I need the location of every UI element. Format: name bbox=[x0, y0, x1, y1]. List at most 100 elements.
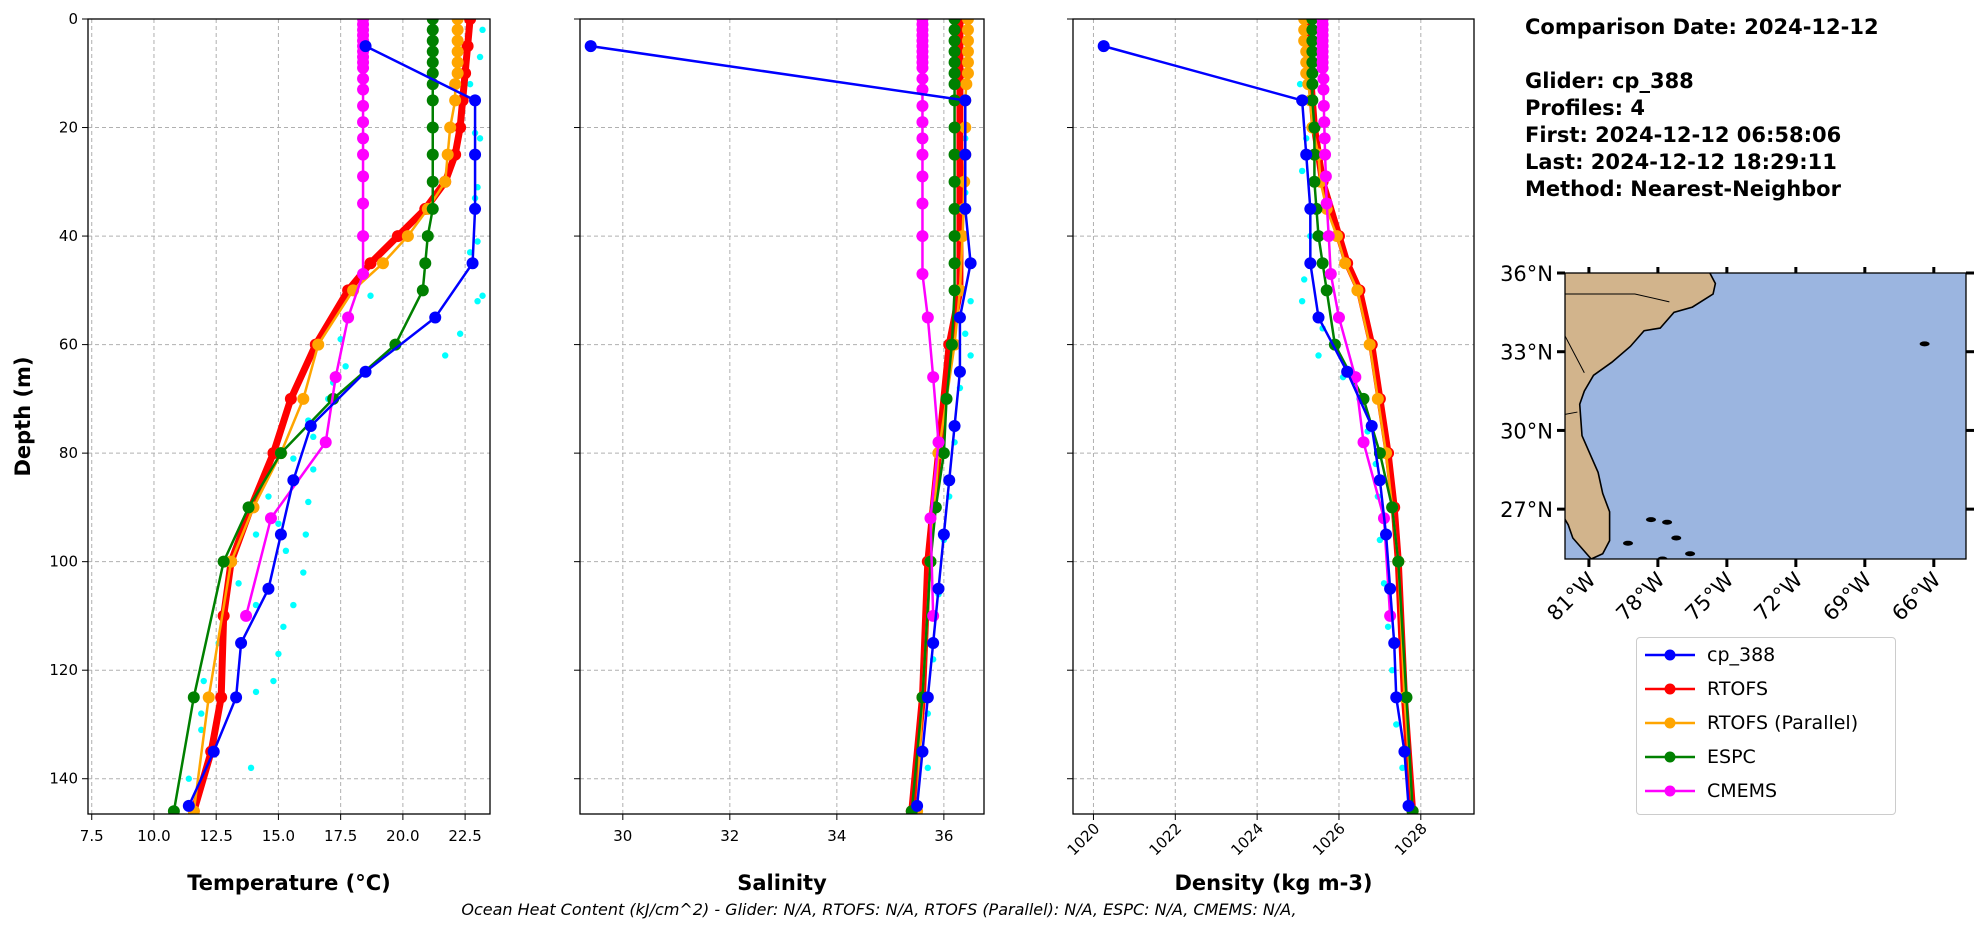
data-point bbox=[1320, 197, 1333, 210]
ohc-footer: Ocean Heat Content (kJ/cm^2) - Glider: N… bbox=[461, 900, 1297, 919]
data-point bbox=[1320, 284, 1333, 297]
data-point bbox=[262, 582, 275, 595]
data-point bbox=[426, 45, 439, 58]
raw-glider-point bbox=[290, 455, 297, 462]
data-point bbox=[1300, 148, 1313, 161]
legend-label: cp_388 bbox=[1707, 644, 1776, 666]
state-border bbox=[1565, 293, 1670, 303]
data-point bbox=[961, 45, 974, 58]
raw-glider-point bbox=[474, 238, 481, 245]
data-point bbox=[391, 230, 404, 243]
data-point bbox=[426, 202, 439, 215]
legend-label: RTOFS bbox=[1707, 678, 1769, 700]
island bbox=[1662, 519, 1673, 525]
data-point bbox=[1306, 67, 1319, 80]
data-point bbox=[287, 474, 300, 487]
legend-label: ESPC bbox=[1707, 746, 1756, 768]
panel-1: 30 32 34 36 Salinity bbox=[574, 18, 985, 895]
data-point bbox=[916, 170, 929, 183]
legend-marker bbox=[1645, 785, 1695, 797]
data-point bbox=[449, 94, 462, 107]
data-point bbox=[426, 121, 439, 134]
data-point bbox=[1308, 121, 1321, 134]
x-tick-label: 12.5 bbox=[199, 827, 232, 845]
data-point bbox=[451, 67, 464, 80]
data-point bbox=[937, 528, 950, 541]
raw-glider-point bbox=[1315, 352, 1322, 359]
data-point bbox=[454, 121, 467, 134]
data-point bbox=[961, 67, 974, 80]
data-point bbox=[441, 148, 454, 161]
series-line-cp-388 bbox=[1103, 44, 1410, 806]
raw-glider-point bbox=[275, 650, 282, 658]
x-tick-label: 15.0 bbox=[262, 827, 295, 845]
state-border bbox=[1565, 334, 1585, 373]
data-point bbox=[426, 34, 439, 47]
raw-glider-point bbox=[200, 677, 207, 685]
data-point bbox=[584, 40, 597, 53]
data-point bbox=[312, 338, 325, 351]
data-point bbox=[927, 371, 940, 384]
data-point bbox=[916, 230, 929, 243]
data-point bbox=[319, 436, 332, 449]
y-tick-label: 40 bbox=[59, 227, 78, 245]
data-point bbox=[948, 284, 961, 297]
lat-tick-label: 30°N bbox=[1500, 419, 1553, 443]
data-point bbox=[1341, 365, 1354, 378]
data-point bbox=[1384, 609, 1397, 622]
data-point bbox=[959, 202, 972, 215]
x-tick-label: 1024 bbox=[1227, 820, 1267, 860]
data-point bbox=[1306, 56, 1319, 69]
data-point bbox=[202, 691, 215, 704]
data-point bbox=[948, 45, 961, 58]
data-point bbox=[1386, 501, 1399, 514]
series-group bbox=[167, 19, 486, 814]
island bbox=[1671, 535, 1682, 541]
data-point bbox=[1373, 474, 1386, 487]
raw-glider-point bbox=[198, 726, 205, 734]
raw-glider-point bbox=[466, 249, 474, 256]
raw-glider-point bbox=[235, 580, 242, 587]
data-point bbox=[948, 257, 961, 270]
x-tick-label: 34 bbox=[827, 827, 846, 845]
data-point bbox=[357, 99, 370, 112]
island bbox=[1692, 564, 1702, 569]
data-point bbox=[953, 365, 966, 378]
data-point bbox=[948, 121, 961, 134]
data-point bbox=[235, 637, 248, 650]
data-point bbox=[948, 148, 961, 161]
raw-glider-point bbox=[1393, 721, 1400, 728]
data-point bbox=[948, 419, 961, 432]
data-point bbox=[376, 257, 389, 270]
raw-glider-point bbox=[924, 764, 932, 772]
raw-glider-point bbox=[1296, 80, 1304, 88]
data-point bbox=[439, 175, 452, 188]
raw-glider-point bbox=[1298, 167, 1306, 175]
data-point bbox=[1306, 94, 1319, 107]
data-point bbox=[1339, 257, 1352, 270]
series-line-cmems bbox=[1321, 19, 1392, 617]
data-point bbox=[1312, 311, 1325, 324]
legend-item-espc: ESPC bbox=[1637, 740, 1895, 774]
data-point bbox=[961, 23, 974, 36]
data-point bbox=[357, 268, 370, 281]
raw-glider-point bbox=[466, 80, 474, 88]
data-point bbox=[449, 78, 462, 91]
data-point bbox=[916, 61, 929, 74]
data-point bbox=[948, 19, 961, 25]
data-point bbox=[1390, 691, 1403, 704]
data-point bbox=[1332, 311, 1345, 324]
panel-0: 7.5 10.0 12.5 15.0 17.5 20.0 22.5 0 20 40 60 80 100 1… bbox=[11, 10, 491, 895]
legend-item-rtofs-parallel: RTOFS (Parallel) bbox=[1637, 706, 1895, 740]
raw-glider-point bbox=[282, 547, 290, 555]
raw-glider-point bbox=[967, 352, 974, 359]
data-point bbox=[357, 83, 370, 96]
data-point bbox=[948, 56, 961, 69]
data-point bbox=[1322, 230, 1335, 243]
raw-glider-point bbox=[962, 330, 969, 337]
raw-glider-point bbox=[310, 433, 317, 441]
data-point bbox=[451, 45, 464, 58]
data-point bbox=[419, 257, 432, 270]
y-tick-label: 60 bbox=[59, 336, 78, 354]
data-point bbox=[215, 691, 228, 704]
